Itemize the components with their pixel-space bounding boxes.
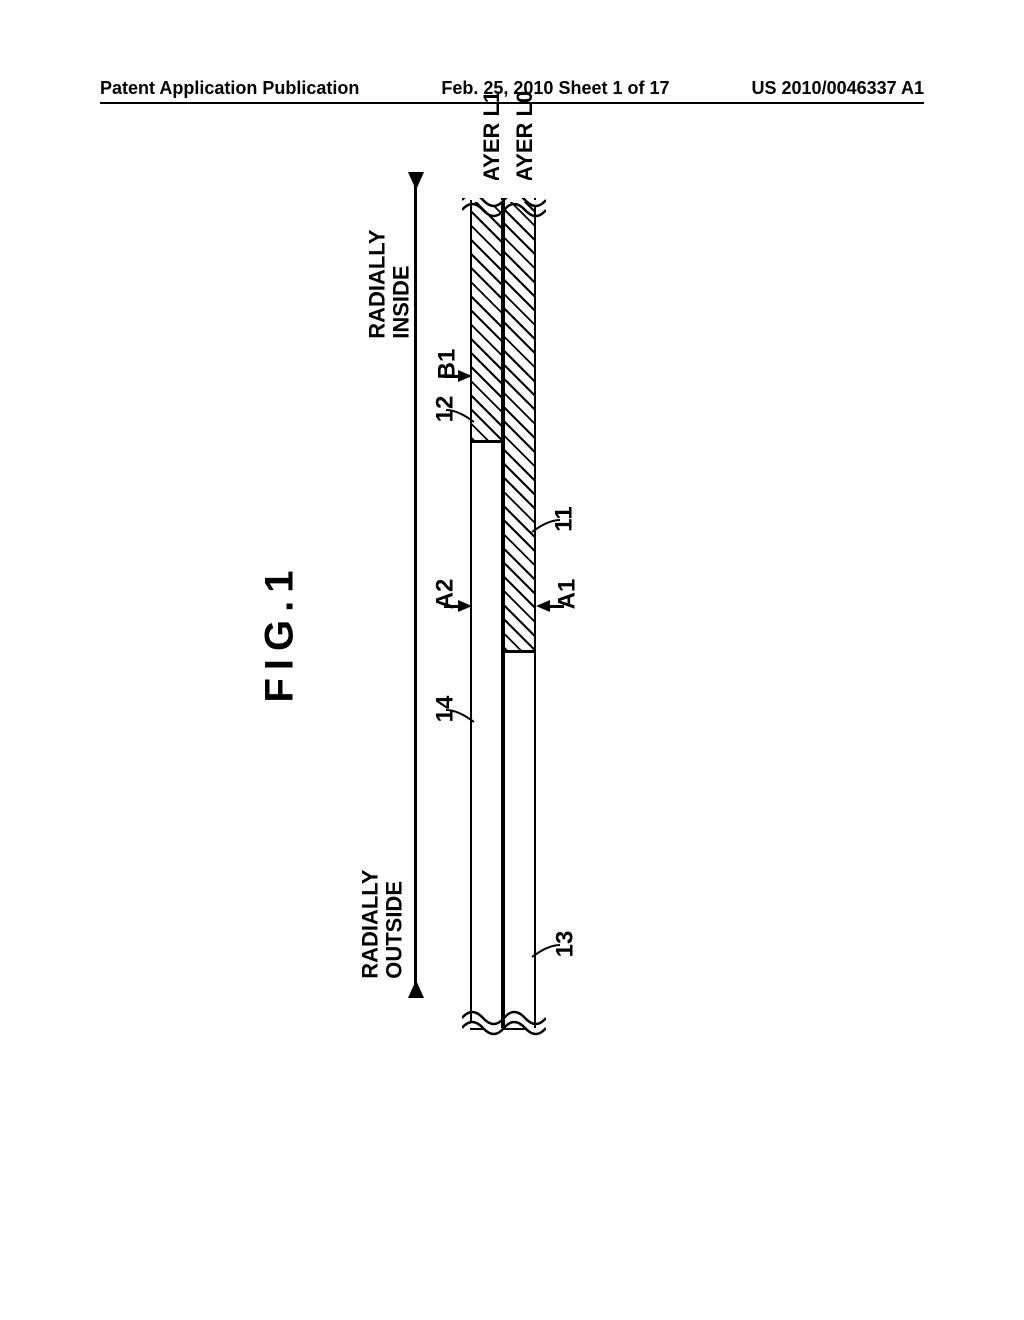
- leader-12: [446, 408, 476, 426]
- header-right: US 2010/0046337 A1: [752, 78, 924, 99]
- arrow-a1-head: [536, 600, 550, 612]
- radial-axis: [414, 175, 417, 995]
- figure-title: FIG.1: [258, 562, 303, 702]
- leader-11: [530, 518, 560, 536]
- arrow-a2-head: [458, 600, 472, 612]
- header-left: Patent Application Publication: [100, 78, 359, 99]
- arrow-b1-head: [458, 370, 472, 382]
- break-mask-top: [462, 1040, 546, 1080]
- leader-13: [530, 943, 560, 961]
- arrow-a1-line: [548, 605, 564, 608]
- diagram: RADIALLY INSIDE RADIALLY OUTSIDE LAYER L…: [380, 150, 610, 1170]
- hatched-region-l1: [472, 202, 501, 440]
- radial-axis-arrow-outside: [408, 980, 424, 998]
- break-mark-bottom: [462, 180, 546, 220]
- hatched-region-l0: [505, 202, 534, 650]
- radially-outside-label: RADIALLY OUTSIDE: [358, 870, 406, 979]
- radial-axis-arrow-inside: [408, 172, 424, 190]
- radially-inside-label: RADIALLY INSIDE: [365, 230, 413, 339]
- header-center: Feb. 25, 2010 Sheet 1 of 17: [441, 78, 669, 99]
- leader-14: [446, 708, 476, 726]
- boundary-l0-end: [503, 650, 536, 653]
- boundary-l1-end: [470, 440, 503, 443]
